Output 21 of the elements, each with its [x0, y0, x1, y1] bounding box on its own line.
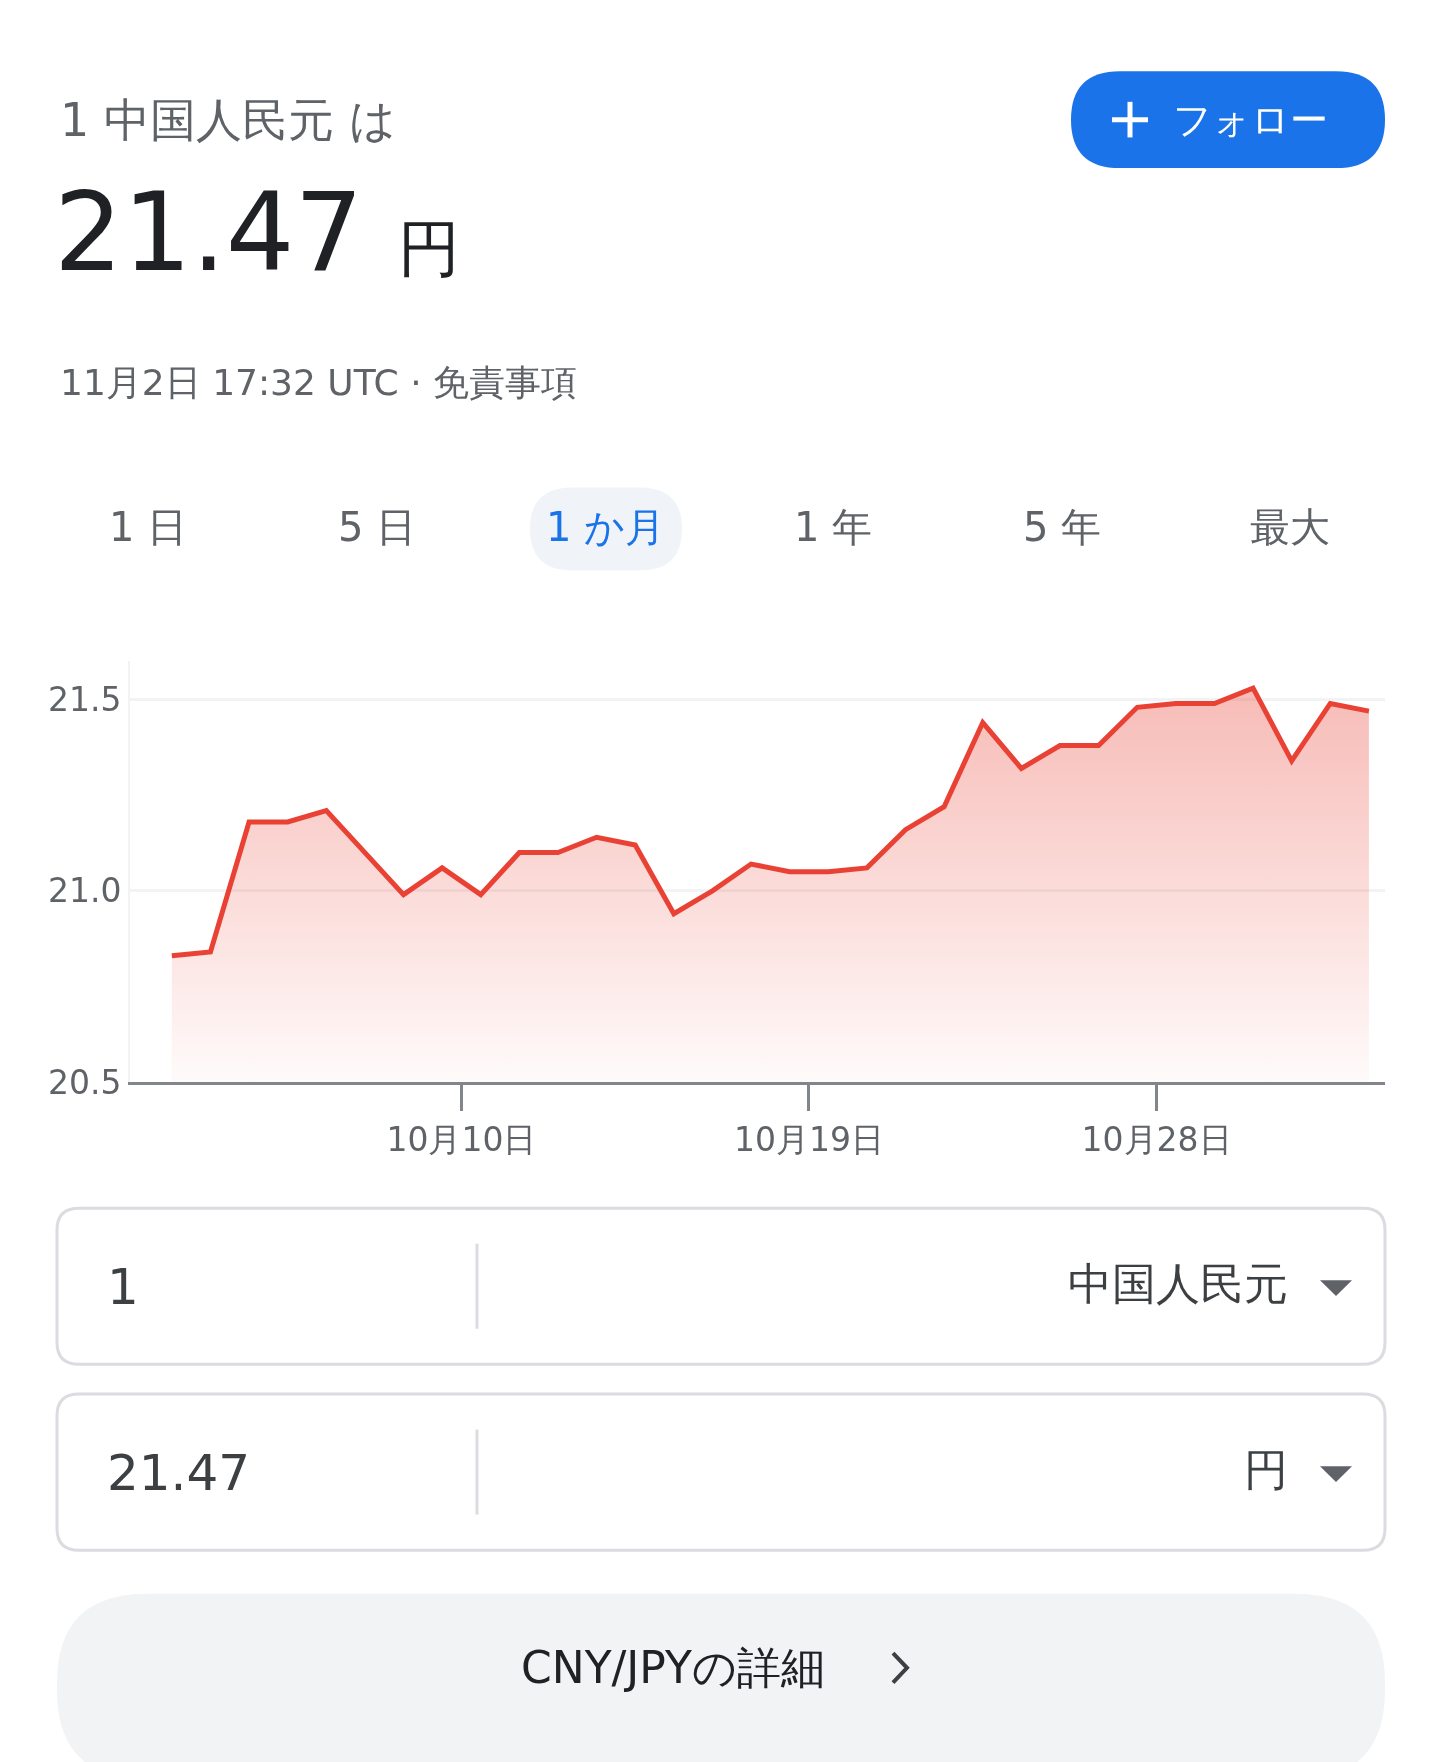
text: 1 か月 [546, 504, 666, 550]
text: 中国人民元 [1068, 1258, 1288, 1309]
text: 1 [107, 1258, 139, 1316]
text: フォロー [1173, 98, 1328, 142]
chart-title: 1 中国人民元 は [60, 93, 396, 147]
text: 11月2日 17:32 UTC · 免責事項 [60, 362, 578, 403]
chart-subtitle: 21.47 円 [54, 170, 460, 295]
text: 5 年 [1023, 504, 1102, 550]
y-tick-label: 21.5 [47, 680, 122, 720]
y-tick-label: 21.0 [47, 871, 122, 911]
text: CNY/JPYの詳細 [521, 1642, 825, 1693]
x-tick-label: 10月19日 [734, 1119, 884, 1159]
text: 1 年 [794, 504, 873, 550]
text: 5 日 [338, 504, 417, 550]
x-tick-label: 10月28日 [1081, 1119, 1232, 1159]
x-tick-label: 10月10日 [386, 1119, 537, 1159]
text: 最大 [1250, 504, 1330, 550]
text: 21.47 [107, 1444, 251, 1502]
text: 円 [1244, 1444, 1288, 1495]
text: 1 日 [109, 504, 188, 550]
y-tick-label: 20.5 [47, 1062, 122, 1102]
